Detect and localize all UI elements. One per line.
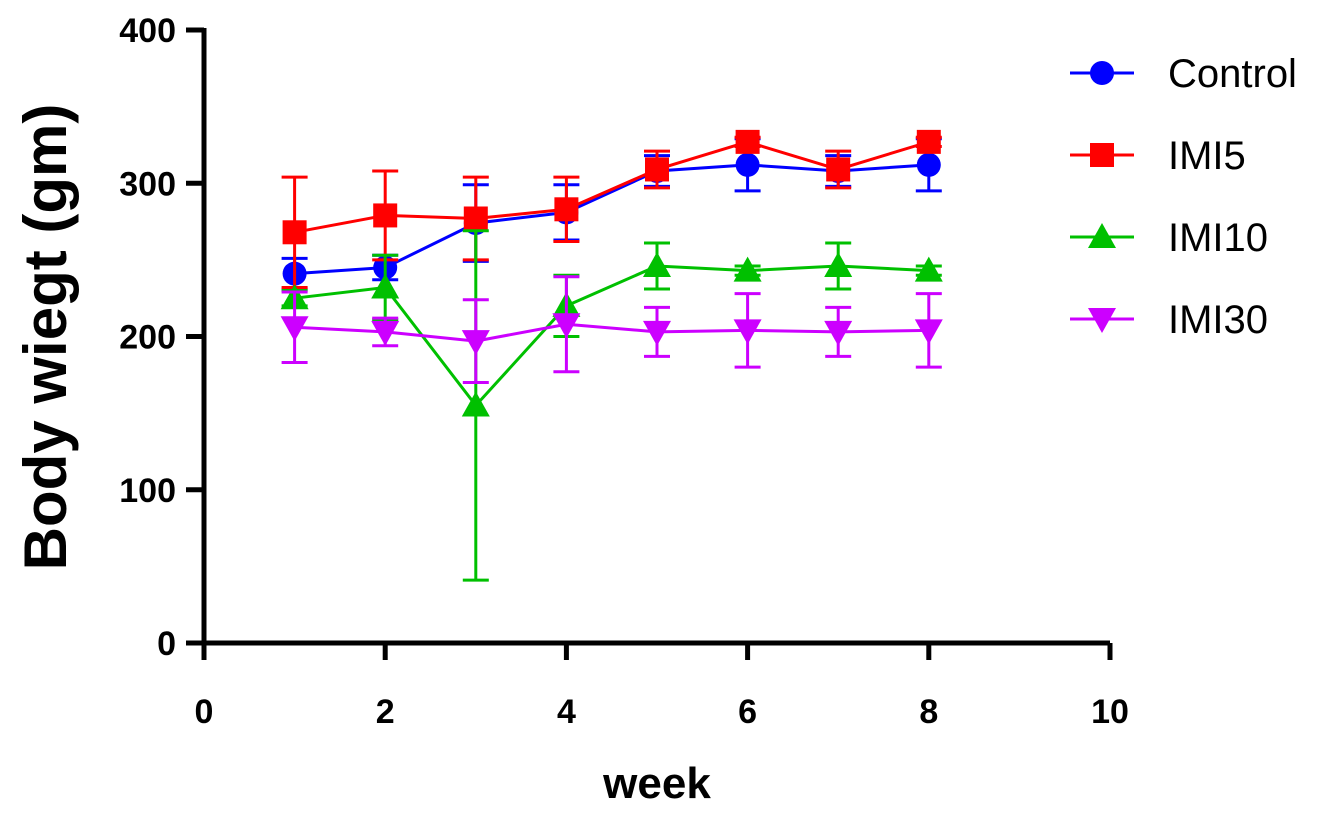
data-point-imi30 bbox=[733, 319, 762, 345]
data-point-imi5 bbox=[373, 203, 398, 228]
legend-item-control: Control bbox=[1070, 52, 1297, 96]
legend: Control IMI5 IMI10 IMI30 bbox=[1070, 52, 1297, 342]
data-point-imi5 bbox=[463, 206, 488, 231]
legend-label: IMI5 bbox=[1168, 134, 1246, 178]
legend-label: IMI30 bbox=[1168, 298, 1268, 342]
data-point-imi30 bbox=[280, 316, 309, 342]
data-point-imi5 bbox=[645, 157, 669, 182]
x-tick-label: 2 bbox=[376, 693, 395, 731]
legend-item-imi10: IMI10 bbox=[1070, 216, 1268, 260]
data-point-control bbox=[735, 152, 760, 177]
data-point-imi5 bbox=[554, 197, 579, 222]
data-point-imi30 bbox=[914, 319, 943, 345]
x-tick-label: 0 bbox=[195, 693, 214, 731]
y-axis-title: Body wiegt (gm) bbox=[12, 104, 79, 571]
series-imi5 bbox=[281, 129, 942, 289]
x-tick-label: 6 bbox=[738, 693, 757, 731]
legend-label: IMI10 bbox=[1168, 216, 1268, 260]
y-tick-label: 0 bbox=[157, 625, 176, 663]
data-point-imi30 bbox=[643, 320, 671, 346]
data-point-imi5 bbox=[916, 129, 941, 154]
series-imi10 bbox=[280, 229, 943, 582]
data-point-imi10 bbox=[733, 256, 762, 282]
legend-marker bbox=[1090, 61, 1114, 85]
data-point-imi30 bbox=[552, 313, 581, 339]
legend-marker bbox=[1088, 308, 1116, 333]
x-tick-label: 10 bbox=[1091, 693, 1129, 731]
data-point-imi5 bbox=[826, 157, 851, 182]
data-point-control bbox=[916, 152, 941, 177]
x-ticks: 0 2 4 6 8 10 bbox=[195, 643, 1129, 731]
data-point-imi10 bbox=[461, 391, 490, 417]
data-point-imi5 bbox=[282, 220, 307, 245]
data-point-imi10 bbox=[643, 252, 671, 278]
x-tick-label: 4 bbox=[557, 693, 576, 731]
series-line-control bbox=[294, 163, 929, 276]
legend-item-imi30: IMI30 bbox=[1070, 298, 1268, 342]
data-point-imi30 bbox=[371, 320, 400, 346]
legend-item-imi5: IMI5 bbox=[1070, 134, 1246, 178]
plot-series bbox=[280, 129, 943, 582]
legend-marker bbox=[1088, 223, 1116, 248]
y-tick-label: 100 bbox=[119, 472, 176, 510]
y-ticks: 0 100 200 300 400 bbox=[119, 12, 204, 663]
data-point-imi5 bbox=[735, 129, 760, 154]
data-point-imi30 bbox=[461, 330, 490, 356]
data-point-imi10 bbox=[914, 256, 943, 282]
series-imi30 bbox=[280, 275, 943, 384]
series-line-imi10 bbox=[294, 264, 929, 408]
y-tick-label: 200 bbox=[119, 319, 176, 357]
legend-label: Control bbox=[1168, 52, 1297, 96]
data-point-imi10 bbox=[824, 252, 853, 278]
legend-marker bbox=[1090, 143, 1114, 167]
x-tick-label: 8 bbox=[919, 693, 938, 731]
y-tick-label: 400 bbox=[119, 12, 176, 50]
x-axis-title: week bbox=[602, 759, 711, 808]
data-point-imi30 bbox=[824, 320, 853, 346]
data-point-imi10 bbox=[371, 273, 400, 299]
series-line-imi30 bbox=[294, 322, 929, 343]
y-tick-label: 300 bbox=[119, 165, 176, 203]
series-line-imi5 bbox=[294, 140, 930, 234]
